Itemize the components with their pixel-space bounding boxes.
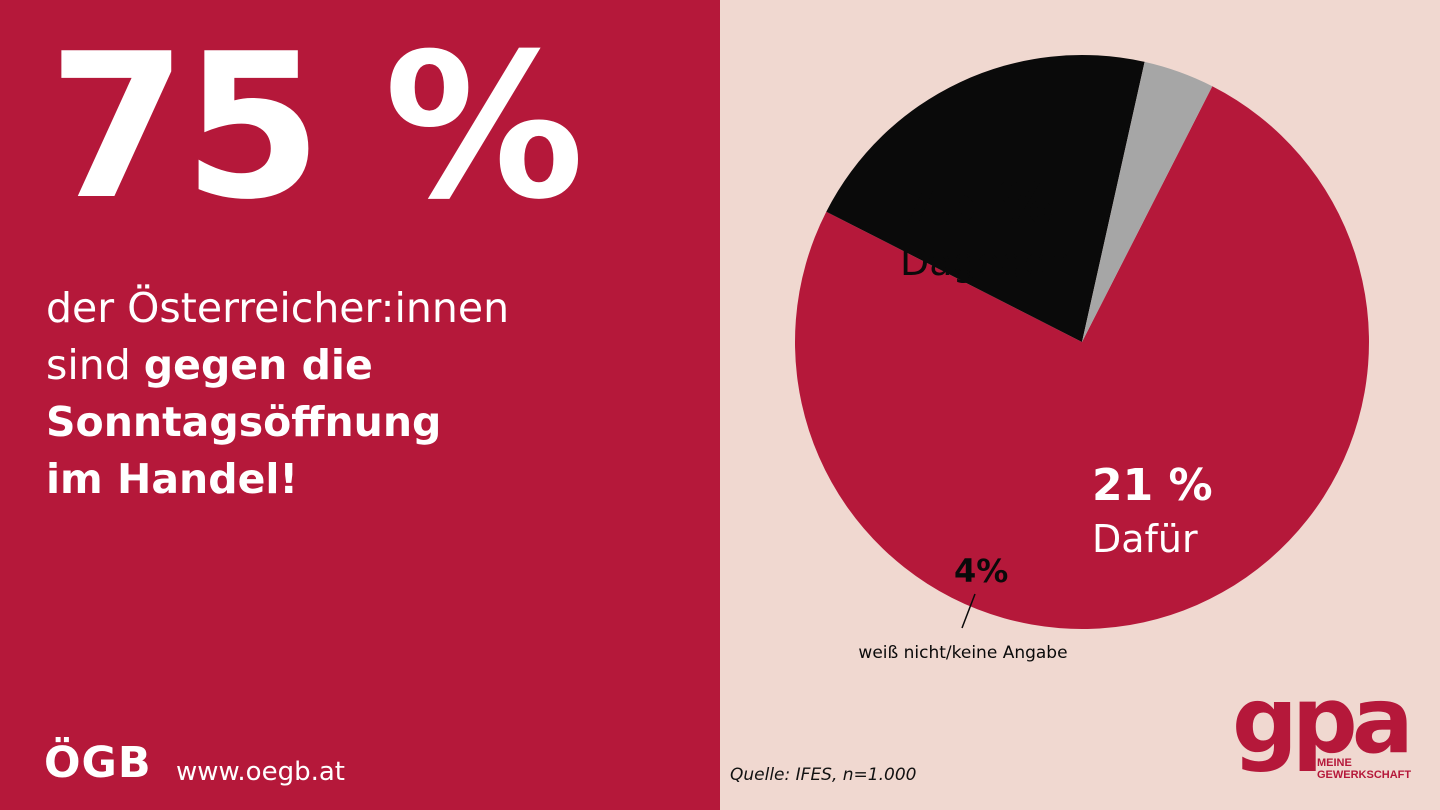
pie-slices: [795, 55, 1369, 629]
pie-category-label-1: Dagegen: [900, 240, 1072, 284]
headline-line-2-plain: sind: [46, 341, 144, 389]
headline-line-1: der Österreicher:innen: [46, 284, 510, 332]
oegb-logo-text: ÖGB: [44, 738, 152, 788]
headline-line-3: Sonntagsöffnung: [46, 398, 442, 446]
pie-value-label-2: 21 %: [1092, 460, 1213, 511]
oegb-logo: ÖGB: [44, 742, 152, 785]
pie-labels: 75 %Dagegen 21 % Dafür 4% weiß nicht/keine A…: [858, 171, 1212, 663]
headline-percentage: 75 %: [48, 11, 584, 244]
pie-category-label-3: weiß nicht/keine Angabe: [858, 643, 1067, 663]
gpa-tagline-2: GEWERKSCHAFT: [1317, 769, 1412, 781]
headline-line-2-bold: gegen die: [143, 341, 373, 389]
gpa-tagline: MEINE GEWERKSCHAFT: [1317, 757, 1411, 781]
pie-value-label-1: 75 %: [900, 171, 1054, 236]
pie-category-label-2: Dafür: [1092, 517, 1198, 561]
pie-value-label-3: 4%: [954, 552, 1008, 590]
gpa-logo-text: gpa: [1232, 686, 1408, 774]
left-panel: [0, 0, 720, 810]
pie-leader-line-3: [961, 593, 976, 629]
pie-slice-3: [1082, 61, 1213, 342]
pie-slice-2: [826, 55, 1145, 343]
headline-text: der Österreicher:innen sind gegen die So…: [46, 280, 686, 508]
oegb-url: www.oegb.at: [176, 757, 345, 787]
gpa-logo: gpa: [1232, 686, 1414, 774]
pie-chart: 75 %Dagegen 21 % Dafür 4% weiß nicht/keine A…: [795, 55, 1369, 663]
gpa-tagline-1: MEINE: [1317, 757, 1352, 769]
source-note: Quelle: IFES, n=1.000: [730, 765, 917, 785]
headline-line-4: im Handel!: [46, 455, 299, 503]
headline-line-2: sind gegen die: [46, 337, 686, 394]
pie-slice-1: [795, 86, 1369, 629]
